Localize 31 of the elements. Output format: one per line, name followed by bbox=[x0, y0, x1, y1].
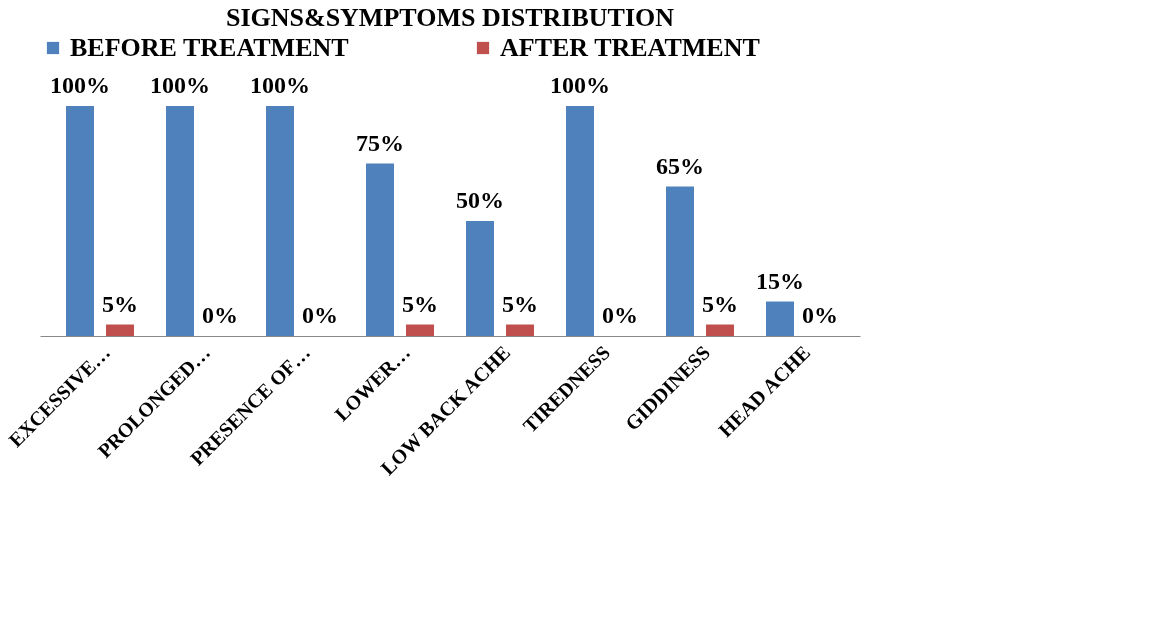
data-label: 0% bbox=[802, 302, 838, 328]
bar bbox=[466, 221, 494, 336]
data-label: 0% bbox=[302, 302, 338, 328]
data-label: 100% bbox=[550, 72, 610, 98]
bar bbox=[506, 324, 534, 336]
legend-label: AFTER TREATMENT bbox=[500, 33, 760, 62]
bar bbox=[166, 106, 194, 336]
bar bbox=[106, 324, 134, 336]
data-label: 5% bbox=[102, 290, 138, 317]
bar bbox=[66, 106, 94, 336]
bar bbox=[566, 106, 594, 336]
bar bbox=[706, 324, 734, 336]
bar bbox=[406, 324, 434, 336]
chart-title: SIGNS&SYMPTOMS DISTRIBUTION bbox=[225, 3, 675, 32]
legend-label: BEFORE TREATMENT bbox=[70, 33, 349, 62]
data-label: 100% bbox=[50, 72, 110, 98]
data-label: 5% bbox=[402, 290, 438, 317]
data-label: 100% bbox=[150, 72, 210, 98]
data-label: 0% bbox=[202, 302, 238, 328]
bar bbox=[666, 186, 694, 336]
bar bbox=[366, 163, 394, 336]
data-label: 5% bbox=[502, 290, 538, 317]
data-label: 15% bbox=[756, 267, 804, 294]
data-label: 75% bbox=[356, 129, 404, 156]
bar bbox=[266, 106, 294, 336]
data-label: 100% bbox=[250, 72, 310, 98]
data-label: 0% bbox=[602, 302, 638, 328]
data-label: 50% bbox=[456, 187, 504, 213]
data-label: 5% bbox=[702, 290, 738, 317]
data-label: 65% bbox=[656, 152, 704, 179]
bar bbox=[766, 301, 794, 336]
